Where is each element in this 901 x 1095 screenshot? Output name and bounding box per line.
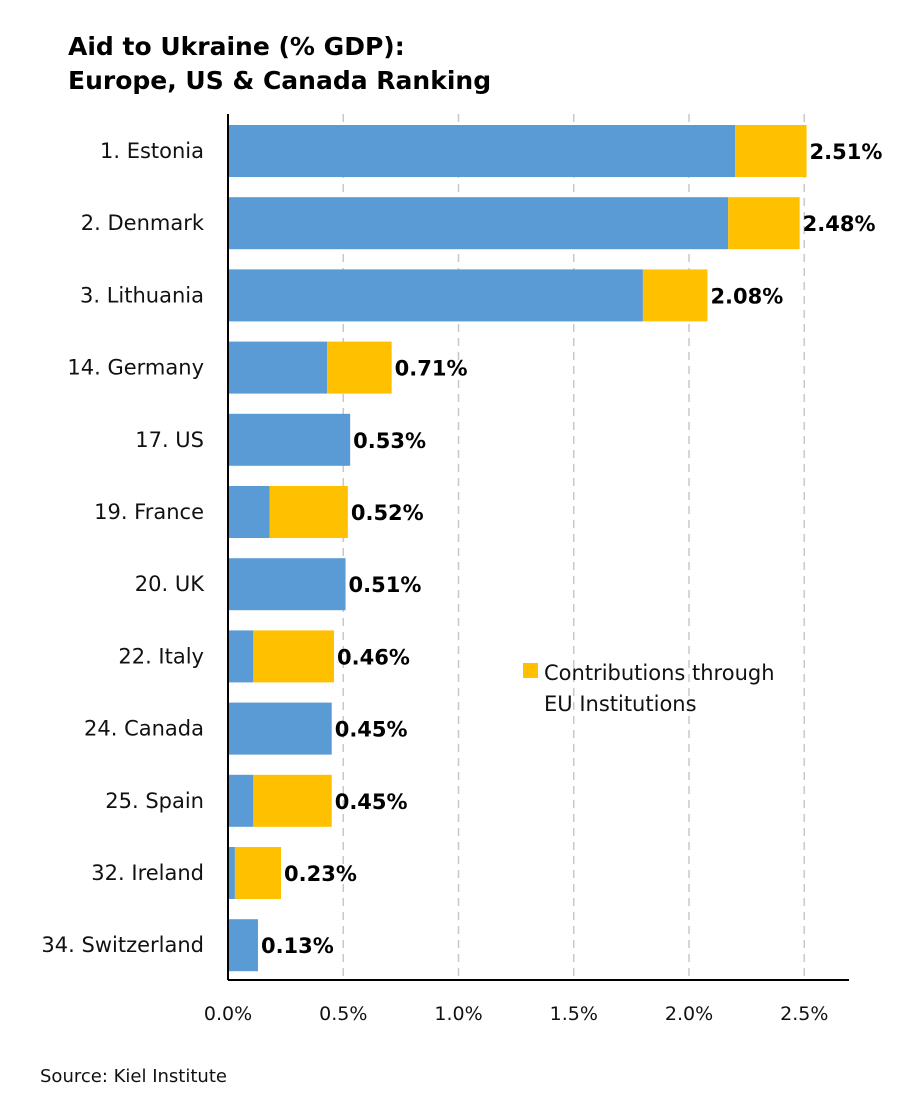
bar-segment-eu bbox=[642, 269, 708, 322]
category-label: 22. Italy bbox=[118, 644, 204, 668]
data-label: 2.08% bbox=[710, 284, 783, 308]
x-tick-label: 1.5% bbox=[550, 1003, 598, 1025]
bar-segment-eu bbox=[728, 197, 800, 250]
data-label: 0.52% bbox=[351, 501, 424, 525]
x-tick-label: 2.5% bbox=[780, 1003, 828, 1025]
data-label: 0.23% bbox=[284, 862, 357, 886]
category-label: 1. Estonia bbox=[100, 139, 204, 163]
category-label: 25. Spain bbox=[105, 789, 204, 813]
bar-segment-eu bbox=[253, 630, 335, 683]
data-label: 0.46% bbox=[337, 645, 410, 669]
x-tick-label: 1.0% bbox=[434, 1003, 482, 1025]
bars bbox=[228, 125, 807, 972]
gridlines bbox=[342, 114, 805, 980]
source-note: Source: Kiel Institute bbox=[40, 1066, 227, 1087]
x-tick-label: 0.5% bbox=[319, 1003, 367, 1025]
bar-segment-eu bbox=[327, 341, 392, 394]
bar-segment-bilateral bbox=[228, 702, 332, 755]
category-label: 19. France bbox=[94, 500, 204, 524]
category-label: 20. UK bbox=[135, 572, 205, 596]
legend: Contributions through EU Institutions bbox=[523, 661, 775, 716]
bar-segment-bilateral bbox=[228, 847, 235, 899]
legend-label: EU Institutions bbox=[544, 692, 697, 716]
data-labels: 2.51% 2.48% 2.08% 0.71% 0.53% 0.52% 0.51% 0.46%… bbox=[261, 140, 882, 958]
bar-segment-eu bbox=[253, 774, 332, 827]
chart-title: Aid to Ukraine (% GDP): Europe, US & Can… bbox=[68, 30, 491, 98]
category-label: 3. Lithuania bbox=[80, 283, 204, 307]
category-label: 24. Canada bbox=[84, 717, 204, 741]
bar-chart: 1. Estonia 2. Denmark 3. Lithuania 14. Germ… bbox=[41, 114, 882, 1025]
data-label: 0.71% bbox=[395, 357, 468, 381]
category-label: 17. US bbox=[135, 428, 204, 452]
bar-segment-bilateral bbox=[228, 774, 254, 827]
data-label: 2.48% bbox=[803, 212, 876, 236]
bar-segment-bilateral bbox=[228, 486, 270, 538]
x-tick-label: 0.0% bbox=[204, 1003, 252, 1025]
data-label: 2.51% bbox=[810, 140, 883, 164]
legend-swatch bbox=[523, 663, 538, 678]
category-label: 14. Germany bbox=[67, 356, 204, 380]
chart-title-line-2: Europe, US & Canada Ranking bbox=[68, 66, 492, 95]
category-label: 34. Switzerland bbox=[41, 933, 204, 957]
category-labels: 1. Estonia 2. Denmark 3. Lithuania 14. Germ… bbox=[41, 139, 205, 957]
data-label: 0.51% bbox=[349, 573, 422, 597]
category-label: 32. Ireland bbox=[91, 861, 204, 885]
data-label: 0.45% bbox=[335, 790, 408, 814]
bar-segment-bilateral bbox=[228, 630, 254, 683]
category-label: 2. Denmark bbox=[81, 211, 205, 235]
data-label: 0.53% bbox=[353, 429, 426, 453]
x-tick-label: 2.0% bbox=[665, 1003, 713, 1025]
bar-segment-bilateral bbox=[228, 197, 729, 250]
bar-segment-bilateral bbox=[228, 125, 736, 177]
bar-segment-bilateral bbox=[228, 269, 643, 322]
chart-title-line-1: Aid to Ukraine (% GDP): bbox=[68, 32, 405, 61]
axes bbox=[227, 114, 849, 981]
bar-segment-bilateral bbox=[228, 341, 328, 394]
bar-segment-bilateral bbox=[228, 919, 258, 972]
bar-segment-bilateral bbox=[228, 413, 351, 466]
bar-segment-bilateral bbox=[228, 558, 346, 611]
legend-label: Contributions through bbox=[544, 661, 775, 685]
bar-segment-eu bbox=[234, 847, 282, 899]
bar-segment-eu bbox=[735, 125, 807, 177]
data-label: 0.13% bbox=[261, 934, 334, 958]
bar-segment-eu bbox=[269, 486, 348, 538]
x-tick-labels: 0.0% 0.5% 1.0% 1.5% 2.0% 2.5% bbox=[204, 1003, 829, 1025]
data-label: 0.45% bbox=[335, 718, 408, 742]
